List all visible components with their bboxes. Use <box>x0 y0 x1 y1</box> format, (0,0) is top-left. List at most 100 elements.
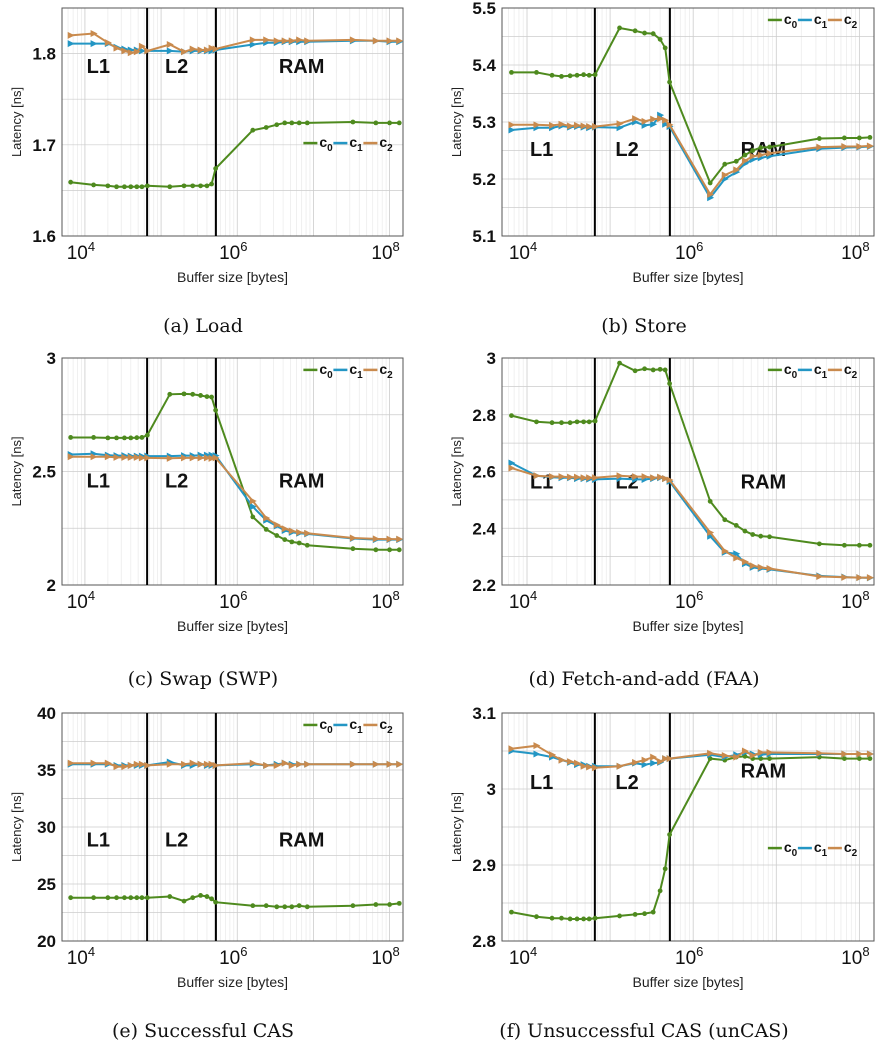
data-point <box>197 760 205 768</box>
data-point <box>304 120 310 126</box>
plot-frame <box>501 7 875 237</box>
y-tick-label: 3 <box>487 780 496 799</box>
data-point <box>574 473 582 481</box>
data-point <box>281 759 289 767</box>
data-point <box>650 909 656 915</box>
data-point <box>134 435 140 441</box>
data-point <box>263 761 271 769</box>
data-point <box>263 36 271 44</box>
x-tick-exponent: 6 <box>696 239 703 254</box>
data-point <box>249 40 257 48</box>
data-point <box>281 37 289 45</box>
data-point <box>128 895 134 901</box>
y-tick-label: 2.9 <box>472 856 496 875</box>
y-tick-label: 1.7 <box>32 136 56 155</box>
data-point <box>592 474 600 482</box>
legend-label-main: c <box>349 361 357 377</box>
data-point <box>113 453 121 461</box>
y-tick-label: 3 <box>47 349 56 368</box>
x-axis-label: Buffer size [bytes] <box>177 974 288 990</box>
data-point <box>533 742 541 750</box>
series-c0 <box>509 360 873 548</box>
data-point <box>549 121 557 129</box>
data-point <box>816 136 822 141</box>
data-point <box>534 914 539 920</box>
y-tick-label: 30 <box>37 818 56 837</box>
data-point <box>212 761 220 769</box>
data-point <box>581 72 587 78</box>
legend-label-c2: c2 <box>379 716 393 736</box>
data-point <box>127 453 135 461</box>
x-tick-label: 104 <box>509 944 537 969</box>
legend-label-main: c <box>379 716 387 732</box>
data-point <box>67 31 75 39</box>
data-point <box>867 756 873 761</box>
data-point <box>296 903 302 909</box>
data-point <box>657 758 665 766</box>
data-point <box>742 152 748 158</box>
data-point <box>114 895 119 901</box>
data-point <box>508 745 516 753</box>
data-point <box>134 895 140 901</box>
data-point <box>662 45 668 51</box>
legend-label-subscript: 0 <box>792 848 798 859</box>
y-tick-label: 2 <box>47 576 56 595</box>
data-point <box>197 46 205 54</box>
data-point <box>586 916 592 922</box>
y-tick-label: 2.4 <box>472 519 496 538</box>
x-tick-base: 10 <box>219 948 240 969</box>
figure-caption: (f) Unsuccessful CAS (unCAS) <box>499 1020 788 1042</box>
x-tick-exponent: 6 <box>696 588 703 603</box>
x-tick-exponent: 4 <box>88 588 95 603</box>
y-axis-label: Latency [ns] <box>9 87 24 157</box>
data-point <box>144 761 152 769</box>
data-point <box>592 72 598 78</box>
data-point <box>121 47 129 55</box>
data-point <box>213 407 219 413</box>
x-tick-label: 104 <box>67 588 95 613</box>
data-point <box>396 120 402 126</box>
data-point <box>68 895 74 901</box>
y-tick-label: 2.5 <box>32 463 56 482</box>
data-point <box>139 184 145 190</box>
y-axis-label: Latency [ns] <box>9 792 24 862</box>
region-label: RAM <box>279 470 325 492</box>
data-point <box>189 759 197 767</box>
data-point <box>642 366 647 372</box>
figure-caption: (a) Load <box>163 315 243 337</box>
legend-label-subscript: 1 <box>357 143 363 154</box>
x-tick-base: 10 <box>371 243 392 264</box>
series-c0 <box>509 753 873 922</box>
x-tick-exponent: 6 <box>240 588 247 603</box>
data-point <box>616 762 624 770</box>
legend-label-subscript: 2 <box>852 848 858 859</box>
data-point <box>766 149 774 157</box>
data-point <box>209 896 214 902</box>
data-point <box>138 47 146 55</box>
region-label: L1 <box>87 56 110 78</box>
legend: c0 c1 c2 <box>767 361 858 381</box>
data-point <box>134 184 140 190</box>
data-point <box>574 916 580 922</box>
legend-label-main: c <box>814 361 822 377</box>
data-point <box>766 565 774 573</box>
legend-label-subscript: 0 <box>792 20 798 31</box>
data-point <box>586 763 594 771</box>
data-point <box>749 562 757 570</box>
data-point <box>586 72 592 78</box>
x-tick-exponent: 4 <box>530 944 537 959</box>
x-tick-label: 106 <box>219 944 247 969</box>
x-axis-label: Buffer size [bytes] <box>177 618 288 634</box>
figure-caption: (e) Successful CAS <box>112 1020 294 1042</box>
data-point <box>104 453 112 461</box>
data-point <box>203 46 211 54</box>
data-point <box>128 435 134 441</box>
legend-label-subscript: 1 <box>357 725 363 736</box>
data-point <box>296 120 302 126</box>
x-tick-base: 10 <box>371 948 392 969</box>
data-point <box>856 135 862 141</box>
data-point <box>641 473 649 481</box>
data-point <box>707 529 715 537</box>
